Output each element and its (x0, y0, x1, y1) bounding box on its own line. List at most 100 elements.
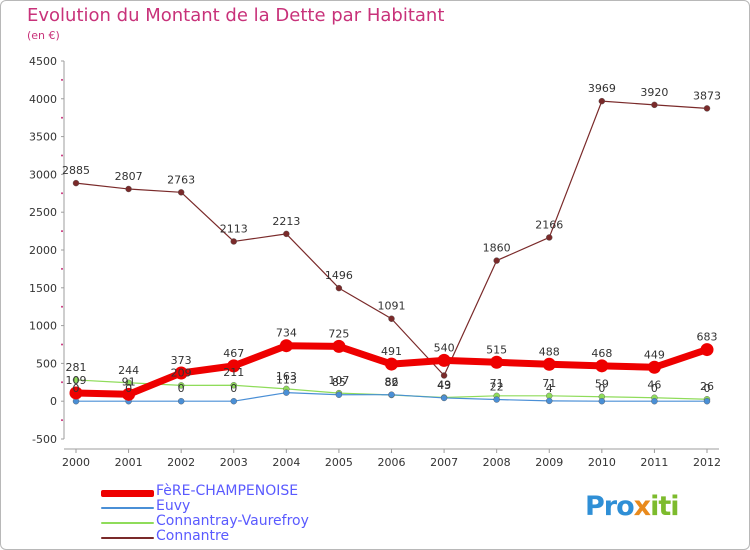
logo-part-2: x (633, 491, 651, 522)
chart-unit-label: (en €) (27, 29, 60, 42)
data-label: 59 (595, 378, 609, 391)
data-label: 488 (539, 345, 560, 358)
x-tick-label: 2005 (325, 456, 353, 469)
data-label: 2885 (62, 164, 90, 177)
data-point-1 (177, 398, 185, 405)
data-label: 3920 (640, 86, 668, 99)
y-minor-tick (61, 343, 63, 346)
data-point-3 (388, 315, 395, 322)
data-point-3 (230, 238, 237, 245)
data-point-1 (546, 397, 553, 405)
data-point-1 (703, 398, 711, 405)
x-tick-label: 2001 (115, 456, 143, 469)
data-label: 2113 (220, 222, 248, 235)
y-minor-tick (61, 230, 63, 233)
data-label: 109 (66, 374, 87, 387)
data-point-0 (174, 366, 188, 380)
data-point-0 (490, 355, 504, 369)
data-point-0 (279, 339, 293, 353)
data-label: 3969 (588, 82, 616, 95)
y-tick-label: 2500 (29, 206, 57, 219)
x-tick-label: 2009 (535, 456, 563, 469)
x-tick-label: 2008 (483, 456, 511, 469)
y-minor-tick (61, 267, 63, 270)
data-point-3 (335, 284, 343, 292)
data-label: 244 (118, 364, 139, 377)
proxiti-logo[interactable]: Proxiti (585, 491, 680, 522)
data-point-1 (283, 389, 290, 396)
data-point-3 (177, 189, 185, 196)
logo-part-3: iti (650, 491, 679, 522)
data-point-2 (125, 379, 132, 386)
legend-swatch (101, 490, 154, 497)
data-point-0 (227, 359, 241, 373)
y-minor-tick (61, 192, 63, 195)
y-tick-label: 3000 (29, 168, 57, 181)
data-label: 82 (385, 376, 399, 389)
x-tick-label: 2007 (430, 456, 458, 469)
data-label: 725 (328, 327, 349, 340)
data-label: 107 (328, 374, 349, 387)
data-label: 0 (704, 382, 711, 395)
data-label: 0 (651, 382, 658, 395)
data-label: 468 (591, 347, 612, 360)
data-point-1 (493, 396, 500, 403)
data-label: 491 (381, 345, 402, 358)
data-point-1 (598, 398, 606, 405)
legend-swatch (101, 537, 154, 539)
data-point-3 (493, 257, 500, 264)
data-point-3 (440, 372, 448, 379)
data-label: 43 (437, 379, 451, 392)
data-point-0 (595, 359, 609, 373)
data-label: 0 (178, 382, 185, 395)
data-label: 540 (434, 341, 455, 354)
data-point-0 (69, 386, 83, 400)
data-point-1 (388, 391, 395, 398)
data-label: 281 (66, 361, 87, 374)
data-label: 0 (598, 382, 605, 395)
data-label: 49 (437, 378, 451, 391)
data-point-0 (542, 357, 556, 371)
data-point-0 (122, 387, 136, 401)
data-point-3 (703, 105, 711, 112)
y-tick-label: 4000 (29, 93, 57, 106)
data-label: 91 (122, 375, 136, 388)
chart-title: Evolution du Montant de la Dette par Hab… (27, 5, 445, 26)
data-label: 373 (171, 354, 192, 367)
data-point-0 (385, 357, 398, 371)
data-label: 0 (73, 382, 80, 395)
series-line-3 (75, 100, 708, 377)
data-point-1 (651, 398, 658, 405)
y-tick-label: 2000 (29, 244, 57, 257)
data-label: 515 (486, 343, 507, 356)
data-label: 71 (490, 377, 504, 390)
data-label: 4 (546, 382, 553, 395)
data-point-0 (700, 343, 714, 357)
data-point-0 (437, 353, 451, 367)
data-label: 467 (223, 347, 244, 360)
data-point-3 (125, 185, 132, 193)
y-tick-label: 500 (36, 357, 57, 370)
y-tick-label: 4500 (29, 55, 57, 68)
data-point-0 (332, 339, 346, 353)
data-point-3 (598, 97, 606, 105)
x-tick-label: 2004 (272, 456, 300, 469)
data-point-3 (283, 230, 290, 238)
x-tick-label: 2012 (693, 456, 721, 469)
data-label: 71 (542, 377, 556, 390)
y-tick-label: 1000 (29, 320, 57, 333)
data-point-2 (177, 382, 185, 389)
data-point-3 (72, 179, 80, 187)
legend-label: Connantray-Vaurefroy (156, 513, 309, 529)
data-label: 0 (125, 382, 132, 395)
data-label: 85 (332, 376, 346, 389)
data-point-2 (230, 382, 237, 389)
data-label: 163 (276, 370, 297, 383)
y-minor-tick (61, 154, 63, 157)
data-label: 1496 (325, 269, 353, 282)
y-tick-label: 0 (50, 395, 57, 408)
data-label: 209 (171, 366, 192, 379)
x-tick-label: 2010 (588, 456, 616, 469)
legend-label: Euvy (156, 498, 191, 514)
